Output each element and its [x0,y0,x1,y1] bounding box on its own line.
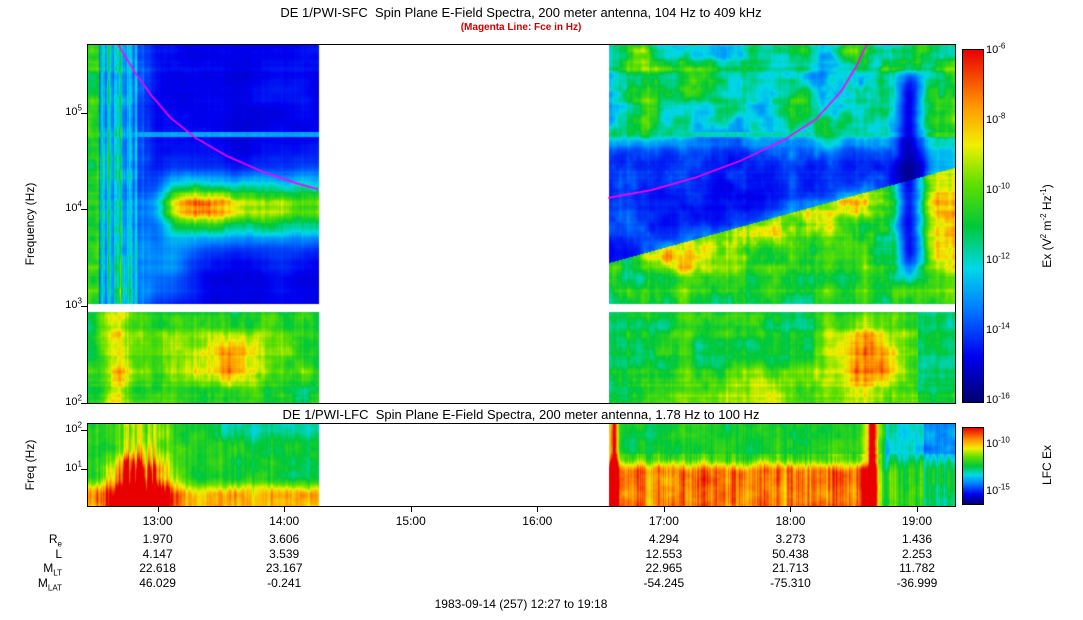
sfc-ytick-mark [81,403,87,404]
lfc-colorbar-tick: 10-15 [986,482,1010,497]
time-tick-mark [284,507,286,512]
lfc-ytick-label: 101 [65,459,82,475]
sfc-subtitle: (Magenta Line: Fce in Hz) [460,22,582,33]
ephemeris-value: -54.245 [643,575,685,590]
sfc-ytick-mark [81,306,87,308]
lfc-ytick-mark [81,469,87,471]
sfc-colorbar-tick: 10-16 [986,391,1010,406]
time-tick-label: 17:00 [648,514,679,528]
ephemeris-value: 23.167 [265,561,303,575]
lfc-ytick-mark [81,430,87,431]
lfc-ytick-label: 102 [65,420,82,435]
time-tick-label: 15:00 [395,514,426,528]
time-tick-mark [790,507,792,512]
time-tick-label: 13:00 [142,514,173,528]
ephemeris-value: -36.999 [896,575,938,590]
lfc-title: DE 1/PWI-LFC Spin Plane E-Field Spectra,… [282,407,760,422]
lfc-colorbar [962,427,984,505]
sfc-panel [87,44,956,404]
date-caption: 1983-09-14 (257) 12:27 to 19:18 [434,597,608,611]
sfc-colorbar-label: Ex (V2 m-2 Hz-1) [1039,184,1054,268]
sfc-spectrogram-canvas [88,45,955,403]
time-tick-label: 18:00 [775,514,806,528]
ephemeris-value: 22.965 [645,561,683,575]
time-tick-label: 19:00 [902,514,933,528]
time-tick-mark [410,507,412,512]
ephemeris-value: 1.970 [142,532,173,546]
ephemeris-row-label: Re [48,532,62,549]
sfc-ylabel: Frequency (Hz) [23,182,37,266]
sfc-ytick-mark [81,209,87,211]
sfc-ytick-label: 102 [65,393,82,408]
time-tick-mark [663,507,665,512]
sfc-ytick-label: 103 [65,296,82,312]
sfc-title: DE 1/PWI-SFC Spin Plane E-Field Spectra,… [280,5,762,20]
time-tick-mark [157,507,159,512]
sfc-colorbar-tick: 10-14 [986,321,1010,336]
time-tick-label: 14:00 [269,514,300,528]
lfc-panel [87,423,956,507]
sfc-colorbar-tick: 10-12 [986,251,1010,266]
sfc-ytick-mark [81,112,87,114]
ephemeris-row-label: MLT [43,561,62,578]
time-tick-mark [917,507,919,512]
ephemeris-value: 4.147 [142,546,173,561]
ephemeris-value: -75.310 [770,575,811,590]
ephemeris-value: 11.782 [899,561,935,575]
ephemeris-value: 2.253 [902,546,933,561]
lfc-colorbar-tick: 10-10 [986,435,1010,450]
ephemeris-value: 1.436 [902,532,933,546]
ephemeris-value: 21.713 [772,561,809,575]
sfc-ytick-label: 104 [65,199,82,215]
ephemeris-row-label: MLAT [37,575,62,592]
ephemeris-value: 3.273 [775,532,806,546]
sfc-colorbar-tick: 10-10 [986,181,1010,196]
ephemeris-value: 4.294 [648,532,679,546]
lfc-spectrogram-canvas [88,424,955,506]
ephemeris-value: 46.029 [139,575,176,590]
ephemeris-value: 12.553 [645,546,683,561]
sfc-colorbar-tick: 10-8 [986,111,1006,126]
ephemeris-value: 22.618 [139,561,176,575]
ephemeris-value: -0.241 [267,575,302,590]
sfc-colorbar-tick: 10-6 [986,41,1006,56]
ephemeris-value: 3.539 [269,546,300,561]
sfc-colorbar [962,49,984,403]
lfc-colorbar-label: LFC Ex [1040,444,1054,486]
time-tick-label: 16:00 [522,514,553,528]
ephemeris-value: 3.606 [269,532,300,546]
ephemeris-value: 50.438 [772,546,809,561]
ephemeris-row-label: L [55,546,62,561]
sfc-ytick-label: 105 [65,103,82,118]
time-tick-mark [537,507,539,512]
lfc-ylabel: Freq (Hz) [23,439,37,491]
